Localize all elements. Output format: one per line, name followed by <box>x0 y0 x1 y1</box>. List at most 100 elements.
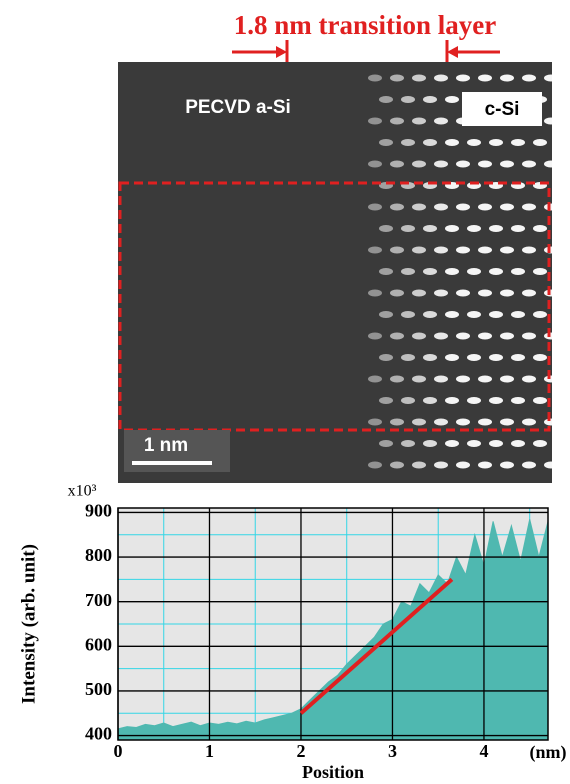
y-tick-label: 900 <box>85 501 112 521</box>
atom-column <box>390 160 404 168</box>
atom-column <box>445 139 459 146</box>
atom-column <box>522 203 536 211</box>
image-title: 1.8 nm transition layer <box>234 10 497 40</box>
plot <box>117 508 549 740</box>
atom-column <box>489 268 503 275</box>
x-tick-label: 4 <box>479 741 488 761</box>
x-tick-label: 0 <box>114 741 123 761</box>
atom-column <box>412 332 426 340</box>
atom-column <box>456 418 470 426</box>
atom-column <box>390 375 404 383</box>
atom-column <box>412 461 426 469</box>
intensity-line <box>117 519 549 730</box>
atom-column <box>456 461 470 469</box>
atom-column <box>478 203 492 211</box>
atom-column <box>401 354 415 361</box>
atom-column <box>434 461 448 469</box>
atom-column <box>434 74 448 82</box>
atom-column <box>555 268 569 275</box>
roi-box <box>118 181 551 432</box>
atom-column <box>555 96 569 103</box>
atom-column <box>401 397 415 404</box>
atom-column <box>544 74 558 82</box>
atom-column <box>445 268 459 275</box>
atom-column <box>379 440 393 447</box>
y-tick-label: 600 <box>85 634 112 654</box>
atom-column <box>555 397 569 404</box>
atom-column <box>555 311 569 318</box>
atom-column <box>445 397 459 404</box>
atom-column <box>412 74 426 82</box>
y-tick-label: 500 <box>85 679 112 699</box>
y-axis-label: Intensity (arb. unit) <box>18 544 39 704</box>
atom-column <box>412 418 426 426</box>
atom-column <box>467 139 481 146</box>
atom-column <box>423 397 437 404</box>
label-box <box>462 92 542 126</box>
atom-column <box>489 311 503 318</box>
atom-column <box>379 225 393 232</box>
atom-column <box>390 461 404 469</box>
atom-column <box>555 182 569 189</box>
atom-column <box>445 225 459 232</box>
atom-column <box>533 268 547 275</box>
atom-column <box>456 289 470 297</box>
atom-column <box>478 375 492 383</box>
atom-column <box>412 203 426 211</box>
atom-column <box>478 418 492 426</box>
atom-column <box>478 289 492 297</box>
atom-column <box>478 332 492 340</box>
atom-column <box>533 139 547 146</box>
atom-column <box>511 440 525 447</box>
atom-column <box>467 354 481 361</box>
atom-column <box>390 289 404 297</box>
atom-column <box>412 117 426 125</box>
atom-column <box>544 246 558 254</box>
plot-frame <box>117 507 549 741</box>
atom-column <box>456 160 470 168</box>
atom-column <box>467 225 481 232</box>
x-tick-label: 1 <box>205 741 214 761</box>
atom-column <box>368 74 382 82</box>
atom-column <box>456 74 470 82</box>
atom-column <box>522 74 536 82</box>
atom-column <box>489 397 503 404</box>
atom-column <box>368 461 382 469</box>
atom-column <box>423 311 437 318</box>
atom-column <box>500 289 514 297</box>
atom-column <box>533 311 547 318</box>
atom-column <box>478 160 492 168</box>
atom-column <box>368 289 382 297</box>
atom-column <box>522 418 536 426</box>
atom-column <box>412 375 426 383</box>
atom-column <box>368 160 382 168</box>
atom-column <box>500 246 514 254</box>
atom-column <box>555 440 569 447</box>
atom-column <box>511 225 525 232</box>
atom-column <box>379 268 393 275</box>
atom-column <box>456 332 470 340</box>
atom-column <box>489 225 503 232</box>
atom-column <box>434 246 448 254</box>
atom-column <box>379 139 393 146</box>
atom-column <box>456 375 470 383</box>
atom-column <box>467 311 481 318</box>
atom-column <box>379 311 393 318</box>
atom-column <box>390 332 404 340</box>
atom-column <box>368 375 382 383</box>
y-tick-label: 800 <box>85 545 112 565</box>
atom-column <box>533 440 547 447</box>
atom-column <box>522 160 536 168</box>
atom-column <box>478 74 492 82</box>
atom-column <box>445 354 459 361</box>
atom-column <box>533 354 547 361</box>
scale-bar <box>132 461 212 465</box>
atom-column <box>401 268 415 275</box>
y-tick-label: 400 <box>85 724 112 744</box>
area-fill <box>118 519 548 740</box>
atom-column <box>489 139 503 146</box>
atom-column <box>423 96 437 103</box>
atom-column <box>555 354 569 361</box>
atom-column <box>434 160 448 168</box>
